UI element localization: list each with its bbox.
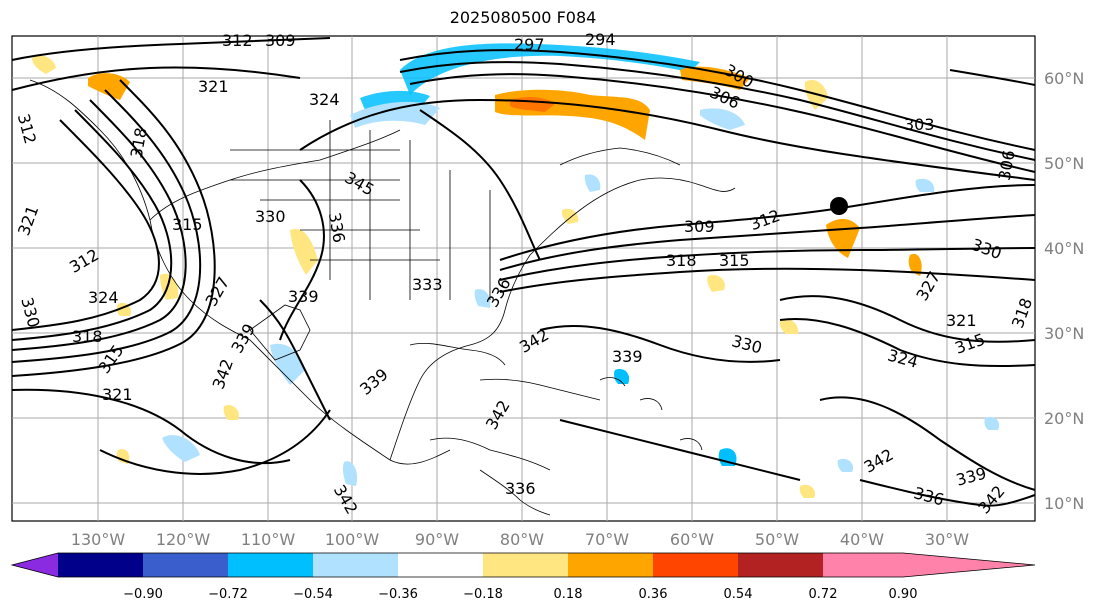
lat-label-20n: 20°N bbox=[1044, 409, 1084, 428]
contour-label: 312 bbox=[222, 31, 253, 50]
colorbar-segment bbox=[738, 553, 823, 577]
contour-label: 339 bbox=[288, 287, 319, 306]
lat-label-40n: 40°N bbox=[1044, 239, 1084, 258]
contour-label: 336 bbox=[505, 479, 536, 498]
colorbar: −0.90 −0.72 −0.54 −0.36 −0.18 0.18 0.36 … bbox=[10, 552, 1036, 602]
colorbar-tick-label: −0.90 bbox=[123, 587, 163, 602]
lon-label-110w: 110°W bbox=[241, 530, 296, 549]
contour-label: 294 bbox=[585, 30, 616, 49]
colorbar-extend-max bbox=[903, 553, 1035, 577]
contour-label: 330 bbox=[255, 207, 286, 226]
contour-label: 315 bbox=[719, 251, 750, 270]
colorbar-tick-label: −0.18 bbox=[463, 587, 503, 602]
contour-label: 318 bbox=[666, 251, 697, 270]
contour-label: 318 bbox=[72, 327, 103, 346]
lon-label-120w: 120°W bbox=[156, 530, 211, 549]
contour-label: 333 bbox=[412, 275, 443, 294]
lat-label-60n: 60°N bbox=[1044, 69, 1084, 88]
longitude-axis: 130°W 120°W 110°W 100°W 90°W 80°W 70°W 6… bbox=[71, 530, 969, 549]
contour-label: 315 bbox=[172, 215, 203, 234]
lat-label-50n: 50°N bbox=[1044, 154, 1084, 173]
colorbar-segment bbox=[228, 553, 313, 577]
contours bbox=[11, 37, 1036, 507]
lon-label-30w: 30°W bbox=[925, 530, 969, 549]
colorbar-tick-label: −0.72 bbox=[208, 587, 248, 602]
colorbar-segment bbox=[313, 553, 398, 577]
lon-label-100w: 100°W bbox=[325, 530, 380, 549]
lat-label-30n: 30°N bbox=[1044, 324, 1084, 343]
lon-label-130w: 130°W bbox=[71, 530, 126, 549]
lon-label-50w: 50°W bbox=[755, 530, 799, 549]
colorbar-tick-label: −0.54 bbox=[293, 587, 333, 602]
contour-label: 324 bbox=[88, 288, 119, 307]
colorbar-tick-label: 0.72 bbox=[809, 587, 838, 602]
colorbar-segment bbox=[143, 553, 228, 577]
lon-label-40w: 40°W bbox=[840, 530, 884, 549]
map-title: 2025080500 F084 bbox=[449, 8, 597, 27]
contour-label: 303 bbox=[904, 115, 935, 134]
contour-label: 321 bbox=[946, 311, 977, 330]
marker-dot bbox=[830, 197, 848, 215]
colorbar-tick-label: −0.36 bbox=[378, 587, 418, 602]
lat-label-10n: 10°N bbox=[1044, 494, 1084, 513]
colorbar-segment bbox=[398, 553, 483, 577]
contour-label: 324 bbox=[309, 90, 340, 109]
contour-label: 321 bbox=[198, 77, 229, 96]
colorbar-segment bbox=[823, 553, 903, 577]
coastlines bbox=[29, 79, 736, 516]
colorbar-tick-label: 0.54 bbox=[724, 587, 753, 602]
contour-label: 297 bbox=[514, 35, 545, 54]
lon-label-80w: 80°W bbox=[500, 530, 544, 549]
lon-label-90w: 90°W bbox=[415, 530, 459, 549]
contour-label: 309 bbox=[265, 31, 296, 50]
contour-label: 321 bbox=[102, 385, 133, 404]
contour-label: 309 bbox=[684, 217, 715, 236]
lon-label-60w: 60°W bbox=[670, 530, 714, 549]
colorbar-segment bbox=[58, 553, 143, 577]
contour-label: 339 bbox=[612, 347, 643, 366]
colorbar-tick-label: 0.18 bbox=[554, 587, 583, 602]
colorbar-ticks: −0.90 −0.72 −0.54 −0.36 −0.18 0.18 0.36 … bbox=[123, 587, 917, 602]
lon-label-70w: 70°W bbox=[585, 530, 629, 549]
colorbar-tick-label: 0.36 bbox=[639, 587, 668, 602]
latitude-axis: 60°N 50°N 40°N 30°N 20°N 10°N bbox=[1044, 69, 1084, 513]
shaded-anomalies bbox=[32, 43, 1000, 498]
colorbar-extend-min bbox=[12, 553, 58, 577]
colorbar-segment bbox=[568, 553, 653, 577]
colorbar-segment bbox=[653, 553, 738, 577]
colorbar-segment bbox=[483, 553, 568, 577]
colorbar-tick-label: 0.90 bbox=[889, 587, 918, 602]
